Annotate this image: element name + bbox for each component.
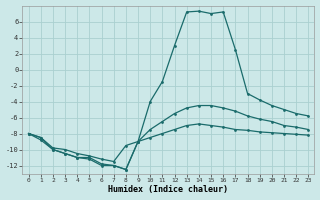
X-axis label: Humidex (Indice chaleur): Humidex (Indice chaleur) (108, 185, 228, 194)
